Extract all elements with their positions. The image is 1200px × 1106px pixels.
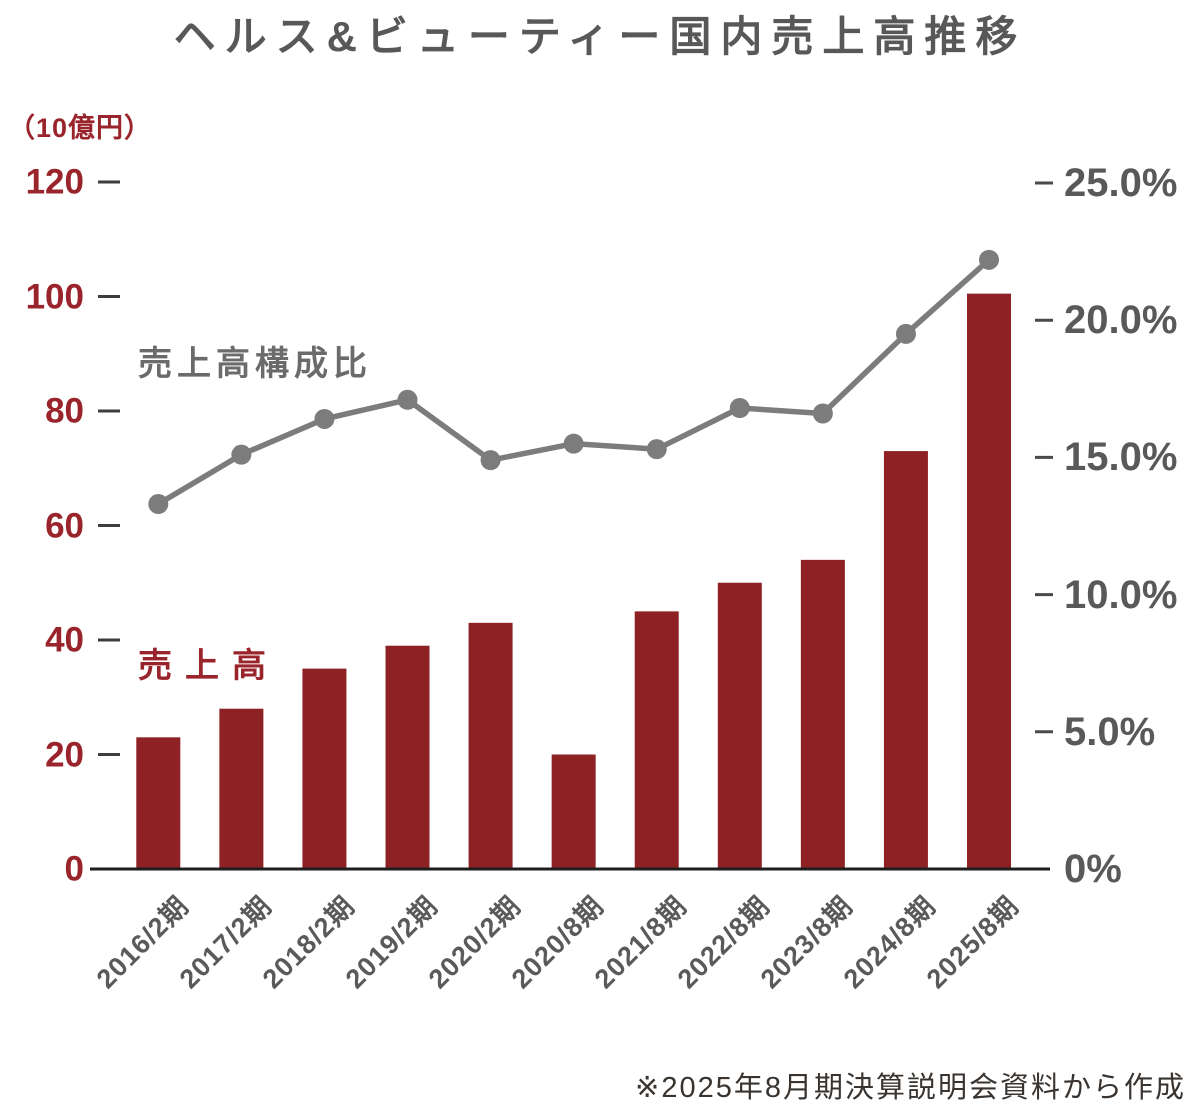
chart-title: ヘルス&ビューティー国内売上高推移 <box>173 13 1027 60</box>
bar-series-label: 売上高 <box>138 647 279 685</box>
left-axis-unit-label: （10億円） <box>8 113 153 143</box>
left-axis-tick-label: 100 <box>25 277 84 316</box>
sales-bar <box>302 668 347 869</box>
ratio-line <box>155 257 992 507</box>
ratio-point <box>979 249 999 270</box>
right-axis-tick-label: 20.0% <box>1064 298 1178 343</box>
right-axis-tick-label: 5.0% <box>1064 709 1156 754</box>
ratio-point <box>895 323 916 344</box>
ratio-point <box>563 433 584 454</box>
sales-bar <box>551 754 596 869</box>
line-series-label: 売上高構成比 <box>138 345 372 383</box>
right-axis-tick-label: 25.0% <box>1064 161 1178 205</box>
left-axis-tick-label: 80 <box>45 391 84 431</box>
source-footnote: ※2025年8月期決算説明会資料から作成 <box>635 1072 1186 1104</box>
sales-bar <box>883 451 928 869</box>
sales-bar <box>634 611 679 869</box>
sales-bar <box>468 622 513 869</box>
ratio-point <box>314 408 335 429</box>
left-axis-tick-label: 40 <box>45 620 84 660</box>
sales-bar <box>800 559 845 869</box>
left-axis-tick-label: 120 <box>25 162 84 202</box>
left-axis-tick-label: 0 <box>64 849 84 889</box>
sales-bar <box>219 708 264 869</box>
ratio-point <box>812 403 833 424</box>
sales-bar <box>967 293 1011 869</box>
ratio-point <box>231 444 252 465</box>
right-axis-tick-label: 0% <box>1064 847 1122 891</box>
sales-bar <box>136 737 181 869</box>
right-axis-tick-label: 15.0% <box>1064 435 1178 480</box>
right-axis-tick-label: 10.0% <box>1064 572 1178 617</box>
left-axis-tick-label: 60 <box>45 506 84 545</box>
ratio-point <box>480 450 501 471</box>
sales-bar <box>717 582 762 869</box>
sales-bar <box>385 645 430 869</box>
left-axis-tick-label: 20 <box>45 735 84 774</box>
ratio-point <box>646 439 667 460</box>
ratio-point <box>729 398 750 419</box>
ratio-point <box>397 389 418 410</box>
ratio-point <box>148 494 169 515</box>
